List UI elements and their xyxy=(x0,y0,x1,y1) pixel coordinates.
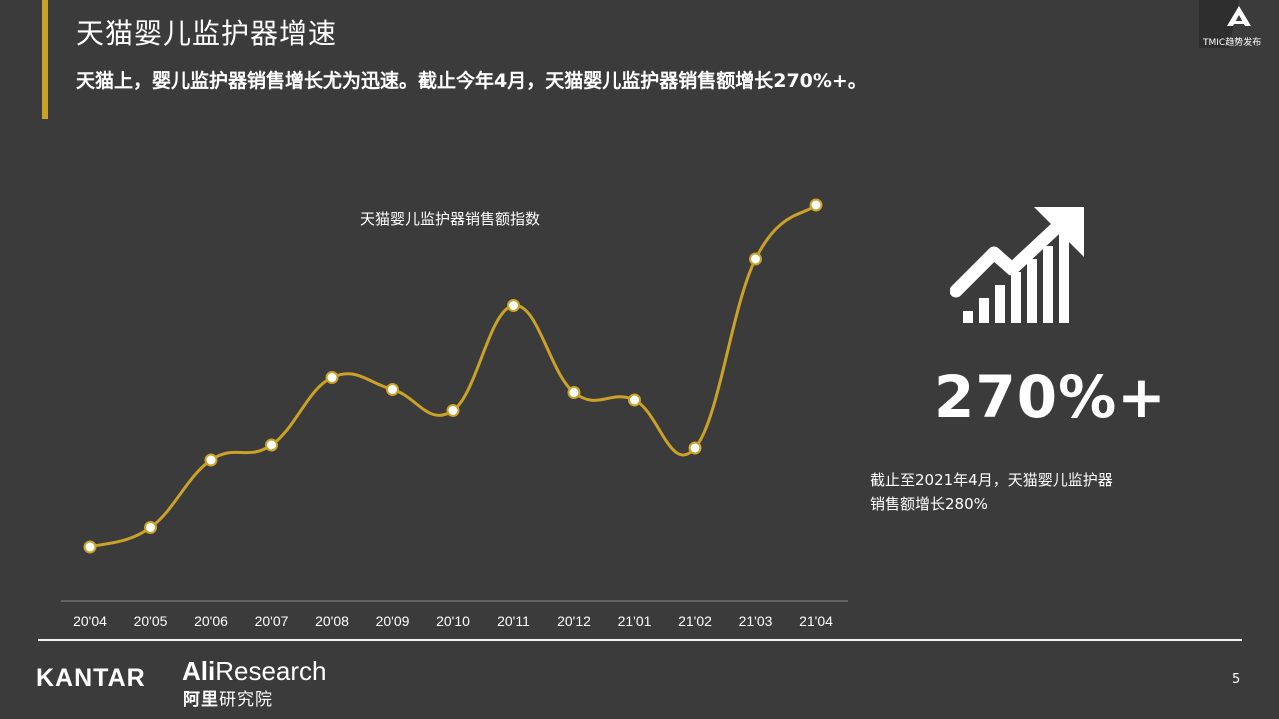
aliresearch-cn-light: 研究院 xyxy=(219,690,273,710)
data-point xyxy=(83,540,97,554)
data-point xyxy=(688,441,702,455)
title-accent-bar xyxy=(42,0,48,119)
aliresearch-cn-logo: 阿里研究院 xyxy=(183,685,273,710)
growth-stat: 270%+ xyxy=(934,363,1167,431)
x-tick-label: 20'12 xyxy=(557,613,591,629)
growth-chart-arrow-icon xyxy=(950,207,1084,323)
data-points xyxy=(83,198,823,554)
corner-logo-text: TMIC趋势发布 xyxy=(1203,38,1262,48)
data-point xyxy=(749,252,762,266)
x-tick-label: 21'01 xyxy=(618,613,652,629)
page-number: 5 xyxy=(1232,672,1241,687)
growth-note: 截止至2021年4月，天猫婴儿监护器 销售额增长280% xyxy=(870,468,1180,516)
growth-note-line1: 截止至2021年4月，天猫婴儿监护器 xyxy=(870,471,1113,489)
x-tick-label: 20'11 xyxy=(497,613,530,629)
x-tick-label: 21'03 xyxy=(739,613,773,629)
aliresearch-logo-light: Research xyxy=(215,656,327,686)
data-point xyxy=(628,393,641,407)
footer-divider xyxy=(38,639,1242,641)
aliresearch-logo: AliResearch xyxy=(182,656,327,687)
growth-note-line2: 销售额增长280% xyxy=(870,495,988,513)
x-tick-label: 20'08 xyxy=(315,613,349,629)
aliresearch-logo-bold: Ali xyxy=(182,656,216,686)
data-point xyxy=(507,299,520,312)
data-point xyxy=(386,383,399,396)
x-tick-label: 20'04 xyxy=(73,613,107,629)
data-point xyxy=(567,386,581,399)
series-line xyxy=(89,203,817,549)
x-tick-label: 20'05 xyxy=(134,613,168,629)
page-title: 天猫婴儿监护器增速 xyxy=(76,17,338,50)
data-point xyxy=(325,371,339,384)
kantar-logo: KANTAR xyxy=(36,664,146,692)
data-point xyxy=(204,453,218,467)
x-tick-label: 20'10 xyxy=(436,613,470,629)
x-tick-label: 21'02 xyxy=(678,613,712,629)
data-point xyxy=(144,521,157,534)
x-tick-label: 20'07 xyxy=(255,613,289,629)
data-point xyxy=(265,438,278,452)
x-tick-label: 20'09 xyxy=(376,613,410,629)
x-tick-label: 20'06 xyxy=(194,613,228,629)
tmic-logo-icon xyxy=(1199,0,1279,48)
data-point xyxy=(446,404,460,417)
x-axis: 20'04 20'05 20'06 20'07 20'08 20'09 20'10 20'11… xyxy=(61,600,848,629)
data-point xyxy=(809,198,823,212)
x-tick-label: 21'04 xyxy=(799,613,833,629)
aliresearch-cn-bold: 阿里 xyxy=(183,690,219,710)
page-subtitle: 天猫上，婴儿监护器销售增长尤为迅速。截止今年4月，天猫婴儿监护器销售额增长270… xyxy=(76,70,867,92)
chart-title: 天猫婴儿监护器销售额指数 xyxy=(360,210,541,228)
